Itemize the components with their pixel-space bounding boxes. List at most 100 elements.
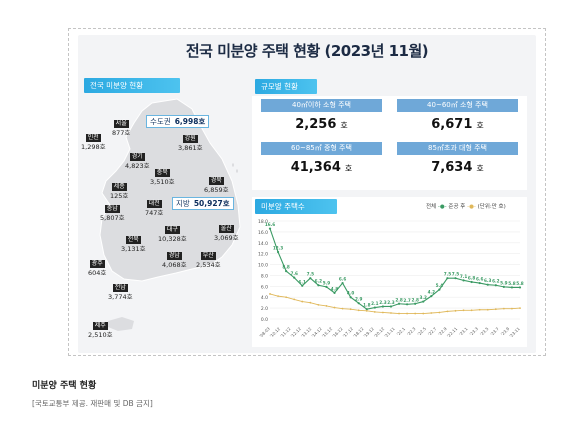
data-label: 12.3 bbox=[273, 246, 283, 251]
data-label: 6.2 bbox=[492, 279, 500, 284]
x-tick-label: '22.11 bbox=[446, 326, 459, 339]
completed-point bbox=[438, 311, 441, 314]
data-label: 2.3 bbox=[379, 300, 387, 305]
total-point bbox=[518, 286, 522, 289]
size-label: 40~60㎡ 소형 주택 bbox=[397, 99, 518, 112]
completed-point bbox=[478, 308, 481, 311]
region-chungbuk: 충북 3,510호 bbox=[150, 169, 175, 186]
x-tick-label: '23.9 bbox=[500, 326, 511, 337]
data-label: 7.5 bbox=[307, 272, 315, 277]
region-jeju: 제주 2,510호 bbox=[88, 322, 113, 339]
region-sejong: 세종 125호 bbox=[110, 183, 129, 200]
data-label: 5.9 bbox=[500, 280, 508, 285]
total-point bbox=[486, 283, 489, 286]
data-label: 8.8 bbox=[282, 265, 290, 270]
infographic-title: 전국 미분양 주택 현황 (2023년 11월) bbox=[185, 42, 429, 60]
total-point bbox=[510, 286, 514, 289]
x-tick-label: '23.7 bbox=[489, 326, 500, 337]
y-tick-label: 14.0 bbox=[258, 241, 268, 247]
completed-point bbox=[486, 308, 489, 311]
region-jeonnam: 전남 3,774호 bbox=[108, 284, 133, 301]
data-label: 5.4 bbox=[436, 283, 444, 288]
korea-map-shape bbox=[99, 98, 241, 331]
completed-point bbox=[414, 312, 417, 315]
data-label: 6.6 bbox=[476, 277, 484, 282]
total-point bbox=[381, 305, 385, 308]
image-source: [국토교통부 제공. 재판매 및 DB 금지] bbox=[32, 399, 153, 408]
size-cell-medium: 60~85㎡ 중형 주택 41,364 호 bbox=[255, 140, 388, 180]
total-point bbox=[276, 250, 280, 254]
data-label: 2.8 bbox=[411, 297, 419, 302]
total-point bbox=[405, 303, 409, 306]
size-cell-large: 85㎡초과 대형 주택 7,634 호 bbox=[391, 140, 524, 180]
x-tick-label: '23.11 bbox=[508, 326, 521, 339]
y-tick-label: 10.0 bbox=[258, 263, 268, 269]
completed-point bbox=[277, 295, 279, 298]
data-label: 7.5 bbox=[444, 272, 452, 277]
completed-point bbox=[309, 301, 312, 304]
x-tick-label: '22.1 bbox=[396, 326, 407, 337]
data-label: 1.8 bbox=[363, 303, 371, 308]
total-point bbox=[373, 306, 376, 309]
data-label: 5.8 bbox=[516, 281, 524, 286]
total-point bbox=[397, 302, 401, 305]
region-gyeonggi: 경기 4,823호 bbox=[125, 153, 150, 170]
total-point bbox=[317, 284, 320, 287]
total-point bbox=[502, 285, 505, 288]
total-point bbox=[285, 269, 288, 273]
data-label: 2.3 bbox=[387, 300, 395, 305]
completed-point bbox=[325, 305, 328, 307]
completed-point bbox=[430, 312, 433, 314]
region-gwangju: 광주 604호 bbox=[88, 260, 107, 277]
total-point bbox=[293, 276, 296, 279]
size-value: 2,256 호 bbox=[295, 117, 348, 132]
completed-point bbox=[406, 312, 408, 315]
x-tick-label: '23.5 bbox=[479, 326, 490, 337]
x-tick-label: '23.3 bbox=[468, 326, 479, 337]
data-label: 4.8 bbox=[331, 286, 339, 291]
y-tick-label: 18.0 bbox=[258, 219, 268, 225]
completed-point bbox=[462, 309, 465, 312]
image-caption: 미분양 주택 현황 bbox=[32, 381, 97, 391]
region-chungnam: 충남 5,807호 bbox=[100, 205, 125, 222]
data-label: 4.2 bbox=[428, 290, 436, 295]
total-point bbox=[470, 280, 473, 284]
completed-point bbox=[446, 310, 449, 313]
region-gangwon: 강원 3,861호 bbox=[178, 135, 203, 152]
total-point bbox=[301, 284, 304, 287]
total-series-line bbox=[269, 228, 520, 310]
size-label: 85㎡초과 대형 주택 bbox=[397, 142, 518, 155]
region-busan: 부산 2,534호 bbox=[196, 252, 221, 269]
completed-point bbox=[373, 311, 376, 313]
completed-point bbox=[285, 296, 288, 299]
completed-point bbox=[365, 309, 368, 312]
completed-point bbox=[390, 312, 392, 314]
x-tick-label: '22.9 bbox=[437, 326, 448, 337]
x-tick-label: '21.11 bbox=[383, 326, 396, 339]
total-point bbox=[268, 227, 272, 230]
data-label: 6.2 bbox=[315, 279, 323, 284]
y-tick-label: 2.0 bbox=[261, 306, 268, 312]
size-cell-small-40: 40㎡이하 소형 주택 2,256 호 bbox=[255, 97, 388, 137]
trend-chart: 18.016.014.012.010.08.06.04.02.00.0'08.0… bbox=[258, 219, 524, 339]
total-point bbox=[414, 302, 417, 305]
completed-point bbox=[454, 309, 457, 312]
local-region-callout: 지방 50,927호 bbox=[172, 197, 234, 210]
data-label: 6.3 bbox=[484, 278, 492, 283]
data-label: 5.8 bbox=[508, 281, 516, 286]
total-point bbox=[462, 279, 465, 282]
total-point bbox=[454, 277, 457, 280]
data-label: 4.0 bbox=[347, 291, 355, 296]
size-cell-small-60: 40~60㎡ 소형 주택 6,671 호 bbox=[391, 97, 524, 137]
x-tick-label: '22.3 bbox=[406, 326, 417, 337]
completed-point bbox=[398, 312, 400, 315]
nation-section-header: 전국 미분양 현황 bbox=[84, 78, 180, 93]
size-label: 60~85㎡ 중형 주택 bbox=[261, 142, 382, 155]
data-label: 7.5 bbox=[452, 272, 460, 277]
data-label: 2.8 bbox=[395, 297, 403, 302]
completed-point bbox=[494, 308, 497, 311]
x-tick-label: '22.5 bbox=[416, 326, 427, 337]
y-tick-label: 6.0 bbox=[261, 284, 268, 290]
data-label: 6.1 bbox=[299, 279, 307, 284]
y-tick-label: 8.0 bbox=[261, 273, 268, 279]
